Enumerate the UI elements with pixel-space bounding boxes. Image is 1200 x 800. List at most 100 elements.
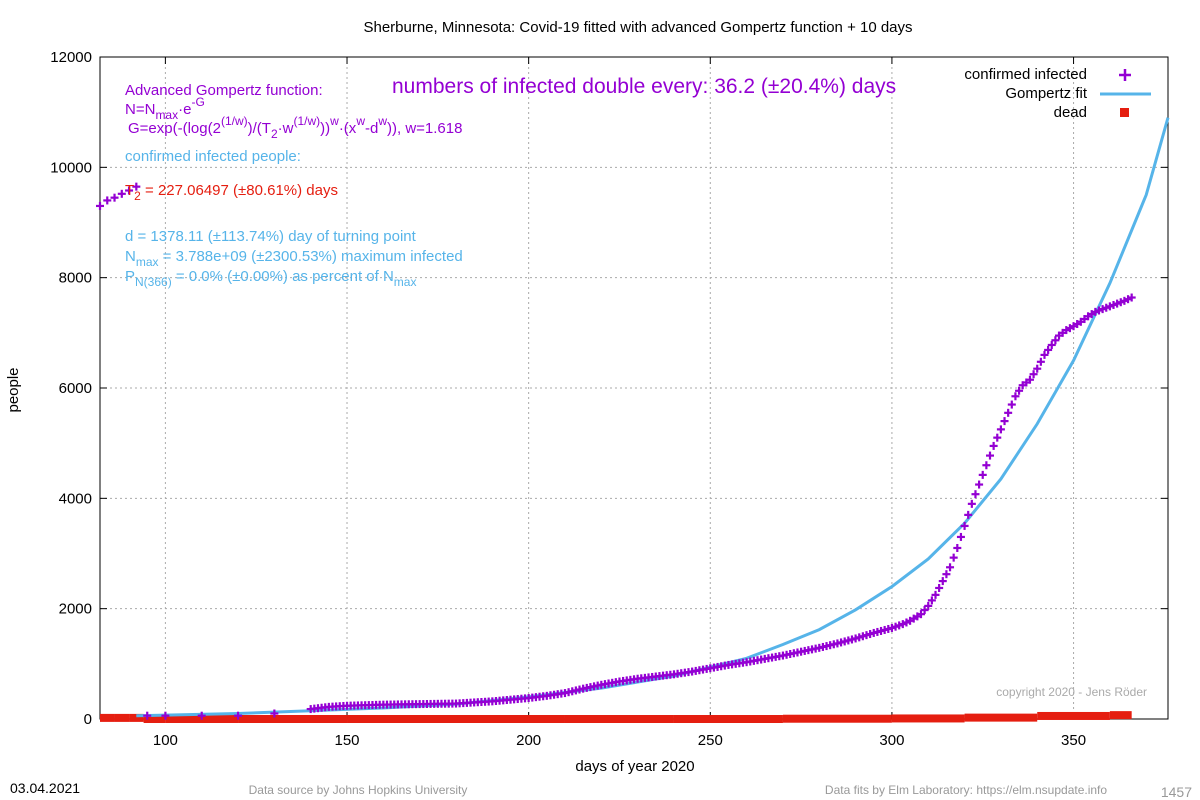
infected-point xyxy=(956,532,965,541)
footer-counter: 1457 xyxy=(1161,784,1192,800)
y-tick-label: 8000 xyxy=(59,270,92,287)
infected-point xyxy=(1004,408,1013,417)
infected-point xyxy=(942,570,951,579)
infected-point xyxy=(938,577,947,586)
infected-point xyxy=(931,590,940,599)
dead-point xyxy=(114,713,130,722)
x-tick-label: 250 xyxy=(698,732,723,749)
infected-point xyxy=(96,201,104,210)
tick-labels: 100 150 200 250 300 350 0 2000 4000 6000 8000 10000… xyxy=(50,49,1086,749)
infected-point xyxy=(117,189,126,198)
turning-point-annotation: d = 1378.11 (±113.74%) day of turning po… xyxy=(125,228,417,245)
dead-point xyxy=(1037,711,1110,720)
infected-point xyxy=(953,543,962,552)
footer-date: 03.04.2021 xyxy=(10,780,80,796)
y-tick-label: 10000 xyxy=(50,159,92,176)
infected-point xyxy=(996,425,1005,434)
infected-point xyxy=(978,470,987,479)
infected-point xyxy=(1051,336,1060,345)
infected-point xyxy=(927,596,936,605)
infected-point xyxy=(964,510,973,519)
infected-point xyxy=(161,711,170,720)
infected-point xyxy=(993,433,1002,442)
percent-annotation: PN(366) = 0.0% (±0.00%) as percent of Nm… xyxy=(125,268,416,289)
infected-point xyxy=(270,709,279,718)
infected-point xyxy=(975,480,984,489)
legend: confirmed infected Gompertz fit dead xyxy=(964,66,1151,121)
x-tick-label: 350 xyxy=(1061,732,1086,749)
infected-point xyxy=(960,521,969,530)
infected-point xyxy=(1040,350,1049,359)
infected-point xyxy=(1047,340,1056,349)
y-tick-label: 2000 xyxy=(59,601,92,618)
nmax-annotation: Nmax = 3.788e+09 (±2300.53%) maximum inf… xyxy=(125,248,463,269)
series-gompertz-fit xyxy=(136,117,1170,718)
footer-fits: Data fits by Elm Laboratory: https://elm… xyxy=(825,783,1107,797)
dead-point xyxy=(564,715,674,723)
infected-point xyxy=(920,606,929,615)
infected-point xyxy=(143,711,152,720)
infected-point xyxy=(1044,345,1053,354)
infected-point xyxy=(1127,293,1136,302)
infected-point xyxy=(1015,386,1024,395)
infected-point xyxy=(935,583,944,592)
infected-point xyxy=(1036,357,1045,366)
infected-point xyxy=(924,601,933,610)
dead-point xyxy=(238,715,348,723)
chart-title: Sherburne, Minnesota: Covid-19 fitted wi… xyxy=(363,19,912,36)
infected-point xyxy=(967,499,976,508)
dead-point xyxy=(129,713,144,722)
infected-point xyxy=(125,186,134,195)
doubling-annotation: numbers of infected double every: 36.2 (… xyxy=(392,75,896,98)
t2-annotation: T2 = 227.06497 (±80.61%) days xyxy=(125,182,338,203)
infected-point xyxy=(1007,400,1016,409)
y-tick-label: 6000 xyxy=(59,380,92,397)
infected-point xyxy=(971,490,980,499)
legend-label-fit: Gompertz fit xyxy=(1005,85,1088,102)
dead-point xyxy=(1109,711,1132,720)
copyright-label: copyright 2020 - Jens Röder xyxy=(996,685,1147,699)
formula-g: G=exp(-(log(2(1/w))/(T2·w(1/w)))w·(xw-dw… xyxy=(128,114,462,141)
infected-point xyxy=(110,193,119,202)
dead-point xyxy=(782,714,892,723)
x-axis-label: days of year 2020 xyxy=(575,758,694,775)
infected-point xyxy=(916,610,925,619)
dead-point xyxy=(891,714,965,723)
infected-point xyxy=(197,711,206,720)
dead-point xyxy=(673,715,783,723)
legend-marker-dead xyxy=(1120,108,1129,117)
infected-point xyxy=(949,553,958,562)
dead-point xyxy=(100,713,115,722)
x-tick-label: 200 xyxy=(516,732,541,749)
dead-point xyxy=(456,715,565,723)
legend-marker-infected xyxy=(1119,69,1131,81)
x-tick-label: 300 xyxy=(879,732,904,749)
gompertz-title: Advanced Gompertz function: xyxy=(125,82,323,99)
infected-point xyxy=(982,461,991,470)
gompertz-fit-line xyxy=(136,117,1170,718)
x-tick-label: 100 xyxy=(153,732,178,749)
infected-point xyxy=(234,711,243,720)
y-tick-label: 4000 xyxy=(59,490,92,507)
infected-point xyxy=(946,563,955,572)
dead-point xyxy=(964,713,1038,722)
legend-label-dead: dead xyxy=(1054,104,1087,121)
infected-point xyxy=(1011,392,1020,401)
x-tick-label: 150 xyxy=(335,732,360,749)
legend-label-infected: confirmed infected xyxy=(964,66,1087,83)
infected-point xyxy=(1025,375,1034,384)
y-axis-label: people xyxy=(5,367,22,412)
series-confirmed-infected xyxy=(96,182,1136,720)
dead-point xyxy=(347,715,456,723)
y-tick-label: 12000 xyxy=(50,49,92,66)
confirmed-label: confirmed infected people: xyxy=(125,148,301,165)
y-tick-label: 0 xyxy=(84,711,92,728)
infected-point xyxy=(986,451,994,460)
grid-lines xyxy=(100,57,1168,719)
formula-n: N=Nmax·e-G xyxy=(125,95,205,122)
footer-source: Data source by Johns Hopkins University xyxy=(249,783,468,797)
infected-point xyxy=(989,441,998,450)
infected-point xyxy=(132,182,141,191)
infected-point xyxy=(1029,370,1038,379)
infected-point xyxy=(103,196,112,205)
